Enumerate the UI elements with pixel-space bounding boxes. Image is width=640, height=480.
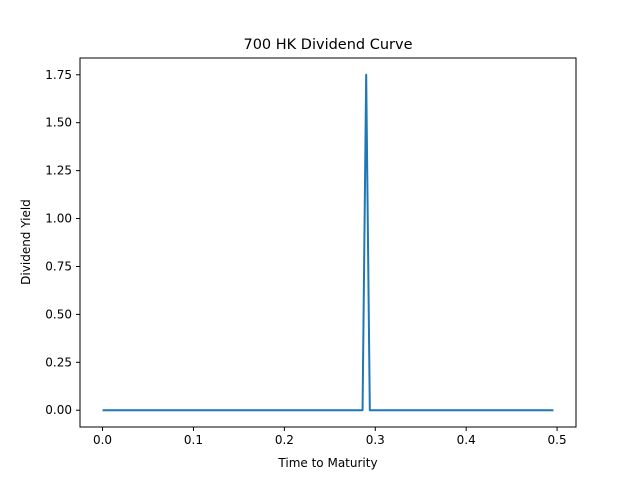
y-tick-label: 1.75 bbox=[45, 68, 72, 82]
x-tick-label: 0.4 bbox=[457, 433, 476, 447]
x-tick-label: 0.3 bbox=[366, 433, 385, 447]
y-tick-label: 1.00 bbox=[45, 212, 72, 226]
y-tick-label: 1.50 bbox=[45, 116, 72, 130]
y-axis-label: Dividend Yield bbox=[19, 199, 33, 285]
series-line-0 bbox=[102, 73, 554, 412]
y-tick-label: 0.00 bbox=[45, 403, 72, 417]
x-tick-label: 0.2 bbox=[275, 433, 294, 447]
chart-title: 700 HK Dividend Curve bbox=[243, 37, 412, 53]
x-tick-label: 0.5 bbox=[548, 433, 567, 447]
x-tick-label: 0.1 bbox=[184, 433, 203, 447]
y-tick-label: 0.75 bbox=[45, 259, 72, 273]
y-tick-label: 0.50 bbox=[45, 307, 72, 321]
x-tick-label: 0.0 bbox=[93, 433, 112, 447]
y-tick-label: 1.25 bbox=[45, 164, 72, 178]
axes-frame bbox=[79, 57, 577, 428]
x-axis-label: Time to Maturity bbox=[277, 456, 377, 470]
y-tick-label: 0.25 bbox=[45, 355, 72, 369]
plot-area: 0.0 0.1 0.2 0.3 0.4 0.5 0.00 0.25 0.50 0.75 1.00 1.… bbox=[45, 57, 577, 447]
